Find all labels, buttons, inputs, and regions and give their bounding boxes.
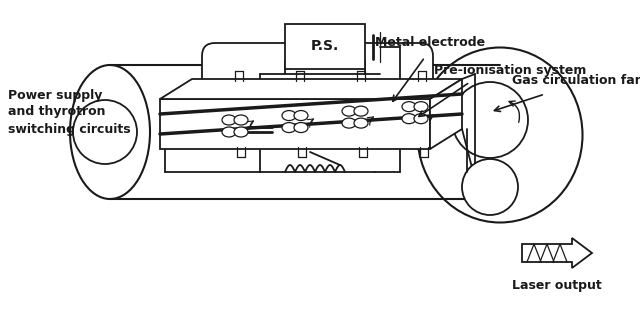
Ellipse shape: [70, 65, 150, 199]
Ellipse shape: [342, 118, 356, 128]
FancyBboxPatch shape: [202, 43, 433, 95]
Text: Laser output: Laser output: [512, 279, 602, 292]
Text: Metal electrode: Metal electrode: [375, 36, 485, 49]
Polygon shape: [160, 99, 430, 149]
Ellipse shape: [222, 127, 236, 137]
Ellipse shape: [342, 106, 356, 116]
Ellipse shape: [282, 111, 296, 121]
Ellipse shape: [294, 111, 308, 121]
Circle shape: [73, 100, 137, 164]
Ellipse shape: [414, 114, 428, 124]
Text: Power supply
and thyrotron
switching circuits: Power supply and thyrotron switching cir…: [8, 89, 131, 135]
Ellipse shape: [354, 106, 368, 116]
FancyArrow shape: [522, 238, 592, 268]
Ellipse shape: [402, 102, 416, 112]
Ellipse shape: [414, 102, 428, 112]
Ellipse shape: [417, 47, 582, 222]
Ellipse shape: [234, 127, 248, 137]
Text: Gas circulation fan: Gas circulation fan: [512, 74, 640, 87]
Text: Pre-ionisation system: Pre-ionisation system: [434, 64, 586, 77]
Circle shape: [452, 82, 528, 158]
Ellipse shape: [294, 123, 308, 132]
Ellipse shape: [402, 114, 416, 124]
Ellipse shape: [354, 118, 368, 128]
FancyBboxPatch shape: [285, 24, 365, 69]
Text: P.S.: P.S.: [311, 40, 339, 54]
Circle shape: [462, 159, 518, 215]
Polygon shape: [160, 79, 462, 99]
Ellipse shape: [222, 115, 236, 125]
Polygon shape: [430, 79, 462, 149]
Ellipse shape: [234, 115, 248, 125]
Ellipse shape: [282, 123, 296, 132]
